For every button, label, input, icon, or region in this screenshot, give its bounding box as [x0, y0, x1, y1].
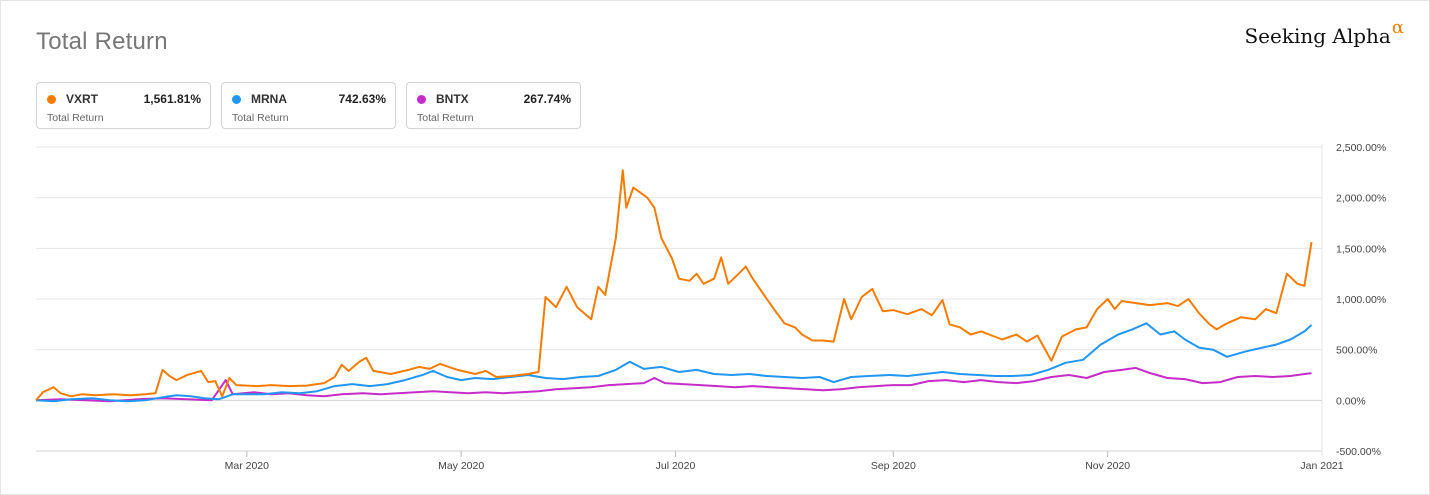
x-tick-label: Nov 2020: [1085, 460, 1130, 472]
legend-sublabel: Total Return: [47, 112, 104, 124]
series-line-mrna: [35, 322, 1313, 403]
y-tick-label: 0.00%: [1336, 395, 1366, 407]
x-tick-label: Jan 2021: [1300, 460, 1343, 472]
x-tick-label: May 2020: [438, 460, 484, 472]
legend-sublabel: Total Return: [232, 112, 289, 124]
x-tick-label: Sep 2020: [871, 460, 916, 472]
legend-sublabel: Total Return: [417, 112, 474, 124]
y-tick-label: 1,000.00%: [1336, 294, 1386, 306]
page-title: Total Return: [36, 28, 168, 55]
y-tick-label: 500.00%: [1336, 345, 1377, 357]
legend-card-vxrt[interactable]: VXRT 1,561.81% Total Return: [36, 82, 211, 129]
y-tick-label: -500.00%: [1336, 446, 1381, 458]
alpha-icon: α: [1391, 17, 1404, 38]
legend-ticker: BNTX: [436, 92, 469, 106]
legend-value: 1,561.81%: [143, 92, 201, 106]
series-dot-icon: [47, 95, 56, 104]
legend-ticker: MRNA: [251, 92, 287, 106]
legend-ticker: VXRT: [66, 92, 99, 106]
legend: VXRT 1,561.81% Total Return MRNA 742.63%…: [36, 82, 581, 129]
legend-card-bntx[interactable]: BNTX 267.74% Total Return: [406, 82, 581, 129]
series-line-vxrt: [35, 169, 1313, 401]
x-tick-label: Jul 2020: [656, 460, 696, 472]
legend-value: 742.63%: [338, 92, 386, 106]
y-tick-label: 1,500.00%: [1336, 243, 1386, 255]
series-dot-icon: [232, 95, 241, 104]
y-tick-label: 2,500.00%: [1336, 142, 1386, 154]
legend-value: 267.74%: [523, 92, 571, 106]
x-tick-label: Mar 2020: [225, 460, 270, 472]
y-tick-label: 2,000.00%: [1336, 193, 1386, 205]
brand-text: Seeking Alpha: [1244, 24, 1391, 48]
brand-logo[interactable]: Seeking Alphaα: [1244, 17, 1404, 48]
series-dot-icon: [417, 95, 426, 104]
legend-card-mrna[interactable]: MRNA 742.63% Total Return: [221, 82, 396, 129]
